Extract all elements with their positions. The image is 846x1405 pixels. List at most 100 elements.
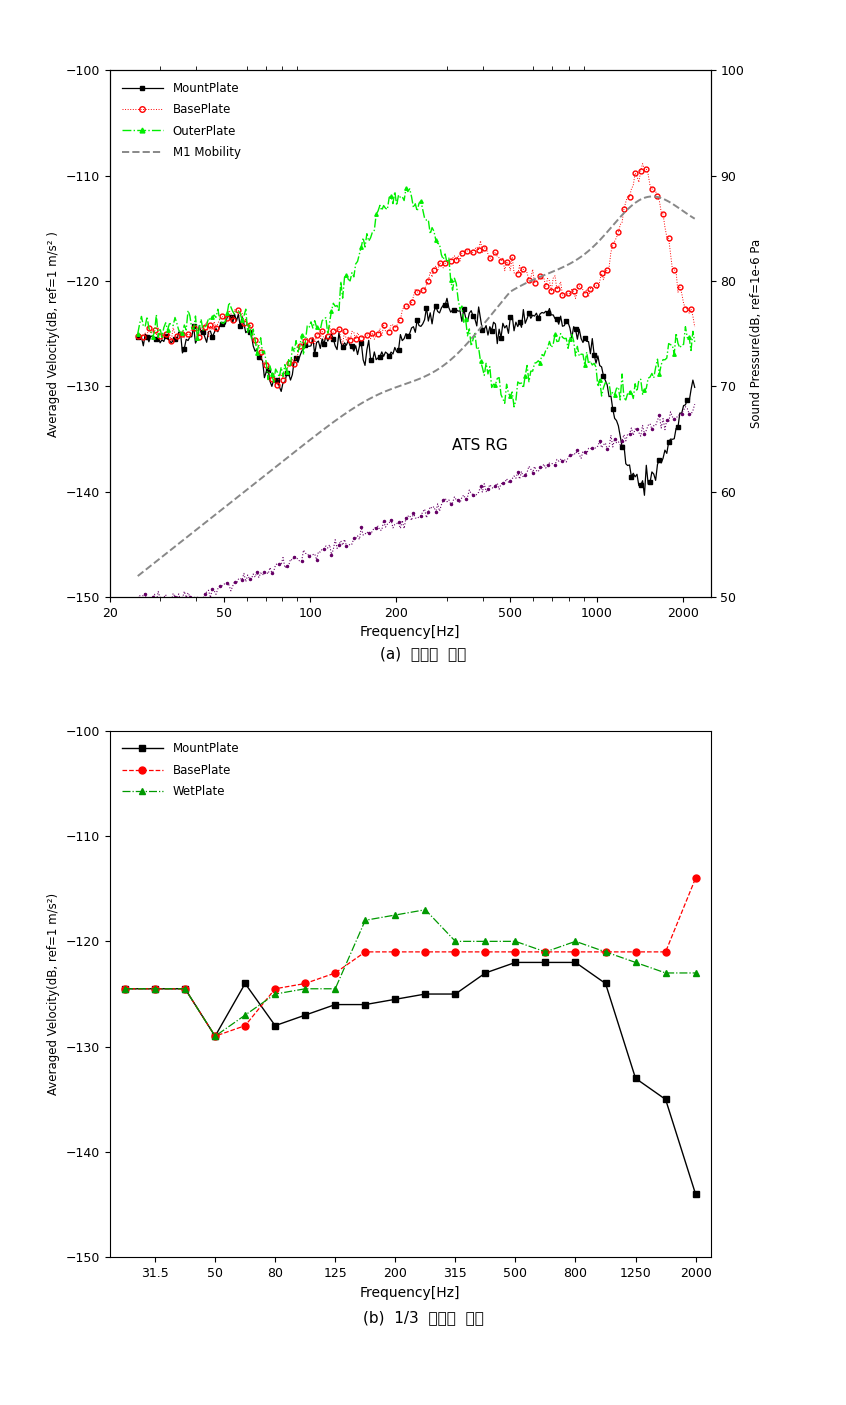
WetPlate (270, 985, 280, 1002)
BasePlate (135, 326, 145, 343)
MountPlate (442, 289, 452, 306)
BasePlate (661, 943, 671, 960)
BasePlate (271, 377, 281, 393)
MountPlate (150, 981, 160, 998)
OuterPlate (606, 386, 616, 403)
BasePlate (420, 943, 431, 960)
BasePlate (475, 232, 486, 249)
MountPlate (133, 329, 143, 346)
MountPlate (640, 488, 650, 504)
BasePlate (150, 981, 160, 998)
X-axis label: Frequency[Hz]: Frequency[Hz] (360, 625, 460, 639)
BasePlate (360, 943, 371, 960)
M1 Mobility (463, 334, 473, 351)
WetPlate (510, 933, 520, 950)
MountPlate (570, 954, 580, 971)
MountPlate (240, 975, 250, 992)
Line: BasePlate: BasePlate (135, 162, 697, 388)
BasePlate (450, 943, 460, 960)
Line: MountPlate: MountPlate (136, 296, 696, 497)
WetPlate (150, 981, 160, 998)
OuterPlate (135, 316, 145, 333)
WetPlate (390, 906, 400, 923)
BasePlate (541, 943, 551, 960)
Y-axis label: Averaged Velocity(dB, ref=1 m/s² ): Averaged Velocity(dB, ref=1 m/s² ) (47, 230, 60, 437)
BasePlate (690, 870, 700, 887)
Legend: MountPlate, BasePlate, WetPlate: MountPlate, BasePlate, WetPlate (116, 736, 245, 804)
OuterPlate (641, 379, 651, 396)
BasePlate (604, 260, 614, 277)
BasePlate (570, 943, 580, 960)
MountPlate (541, 954, 551, 971)
WetPlate (420, 902, 431, 919)
MountPlate (210, 1027, 220, 1044)
OuterPlate (133, 326, 143, 343)
Text: ATS RG: ATS RG (453, 437, 508, 452)
Line: OuterPlate: OuterPlate (136, 187, 696, 409)
WetPlate (570, 933, 580, 950)
WetPlate (450, 933, 460, 950)
BasePlate (464, 240, 475, 257)
WetPlate (481, 933, 491, 950)
MountPlate (690, 1186, 700, 1203)
MountPlate (661, 1090, 671, 1107)
BasePlate (466, 246, 476, 263)
M1 Mobility (474, 322, 484, 339)
OuterPlate (466, 337, 476, 354)
Line: MountPlate: MountPlate (122, 960, 699, 1197)
MountPlate (601, 975, 611, 992)
Text: (b)  1/3  옥타브  벤드: (b) 1/3 옥타브 벤드 (363, 1311, 483, 1325)
OuterPlate (509, 399, 519, 416)
OuterPlate (401, 180, 411, 197)
WetPlate (180, 981, 190, 998)
MountPlate (641, 457, 651, 473)
WetPlate (630, 954, 640, 971)
MountPlate (330, 996, 340, 1013)
MountPlate (420, 985, 431, 1002)
OuterPlate (475, 353, 486, 370)
WetPlate (120, 981, 130, 998)
BasePlate (270, 981, 280, 998)
BasePlate (180, 981, 190, 998)
WetPlate (541, 943, 551, 960)
MountPlate (481, 964, 491, 981)
M1 Mobility (135, 566, 145, 583)
Line: M1 Mobility: M1 Mobility (138, 197, 695, 576)
BasePlate (300, 975, 310, 992)
BasePlate (638, 156, 648, 173)
BasePlate (133, 327, 143, 344)
Text: (a)  협대역  응답: (a) 협대역 응답 (380, 646, 466, 660)
MountPlate (689, 379, 700, 396)
MountPlate (300, 1006, 310, 1023)
WetPlate (240, 1006, 250, 1023)
MountPlate (135, 326, 145, 343)
WetPlate (661, 964, 671, 981)
WetPlate (210, 1027, 220, 1044)
MountPlate (510, 954, 520, 971)
M1 Mobility (464, 333, 475, 350)
BasePlate (481, 943, 491, 960)
Line: BasePlate: BasePlate (122, 875, 699, 1040)
WetPlate (601, 943, 611, 960)
BasePlate (120, 981, 130, 998)
Line: WetPlate: WetPlate (122, 906, 699, 1040)
X-axis label: Frequency[Hz]: Frequency[Hz] (360, 1286, 460, 1300)
Y-axis label: Sound Pressure(dB, ref=1e-6 Pa: Sound Pressure(dB, ref=1e-6 Pa (750, 239, 763, 429)
MountPlate (466, 302, 476, 319)
BasePlate (210, 1027, 220, 1044)
BasePlate (390, 943, 400, 960)
MountPlate (475, 311, 486, 327)
M1 Mobility (133, 568, 143, 584)
BasePlate (510, 943, 520, 960)
MountPlate (630, 1069, 640, 1086)
Legend: MountPlate, BasePlate, OuterPlate, M1 Mobility: MountPlate, BasePlate, OuterPlate, M1 Mo… (116, 76, 246, 164)
BasePlate (601, 943, 611, 960)
MountPlate (270, 1017, 280, 1034)
MountPlate (180, 981, 190, 998)
M1 Mobility (602, 223, 613, 240)
MountPlate (360, 996, 371, 1013)
WetPlate (690, 964, 700, 981)
MountPlate (464, 305, 475, 322)
M1 Mobility (647, 188, 657, 205)
OuterPlate (464, 320, 475, 337)
